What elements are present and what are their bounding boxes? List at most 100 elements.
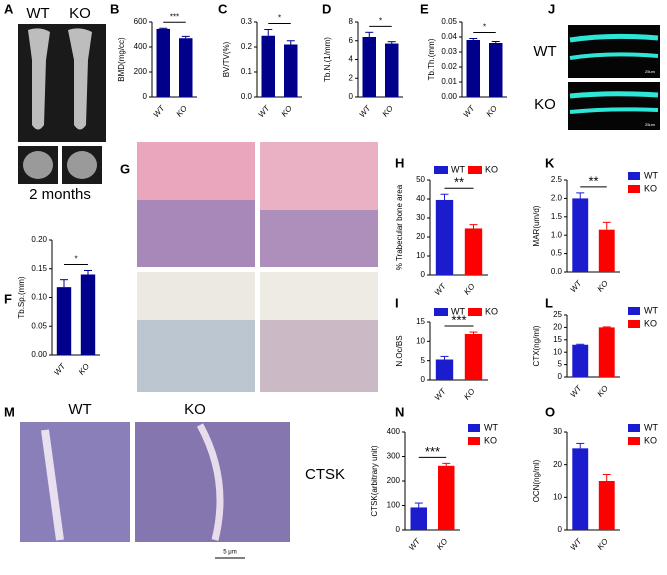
x-tick-label: WT: [407, 536, 423, 552]
y-tick-label: 0.00: [441, 92, 457, 101]
significance-label: **: [588, 173, 598, 188]
panel-letter: L: [545, 295, 553, 310]
y-tick-label: 0: [558, 525, 563, 534]
significance-label: ***: [170, 12, 179, 21]
x-tick-label: KO: [462, 282, 476, 297]
legend-label: KO: [485, 164, 498, 174]
panel-letter: B: [110, 1, 119, 16]
legend-swatch: [434, 166, 448, 174]
image-label: 2 months: [29, 186, 91, 203]
bar: [598, 481, 615, 530]
y-axis-label: CTSK(arbitrary unit): [370, 445, 379, 516]
y-tick-label: 200: [387, 476, 401, 485]
significance-label: ***: [425, 444, 440, 459]
bar: [156, 28, 170, 97]
y-tick-label: 10: [416, 251, 425, 260]
legend-label: KO: [484, 435, 497, 445]
histology-image: [137, 142, 378, 392]
bar: [56, 287, 72, 355]
image-label: KO: [69, 5, 91, 22]
histology-image: [20, 422, 290, 559]
y-tick-label: 0.05: [441, 17, 457, 26]
image-label: WT: [26, 5, 49, 22]
x-tick-label: WT: [569, 383, 585, 399]
y-tick-label: 0: [421, 375, 426, 384]
y-tick-label: 0.10: [31, 293, 47, 302]
y-tick-label: 0.5: [551, 249, 563, 258]
y-tick-label: 20: [553, 323, 562, 332]
panel-letter: G: [120, 161, 130, 176]
y-tick-label: 0.03: [441, 47, 457, 56]
legend-label: WT: [644, 305, 658, 315]
legend-swatch: [628, 172, 640, 180]
panel-letter: A: [4, 1, 14, 16]
y-tick-label: 0.20: [31, 235, 47, 244]
legend-swatch: [468, 308, 482, 316]
y-tick-label: 30: [553, 427, 562, 436]
legend-swatch: [468, 424, 480, 432]
y-tick-label: 10: [553, 492, 562, 501]
bar: [598, 229, 615, 272]
bar: [410, 507, 427, 530]
x-tick-label: WT: [569, 278, 585, 294]
y-tick-label: 0.04: [441, 32, 457, 41]
significance-label: ***: [451, 312, 466, 327]
y-tick-label: 0.05: [31, 321, 47, 330]
x-tick-label: KO: [596, 279, 610, 294]
y-tick-label: 20: [553, 460, 562, 469]
panel-letter: E: [420, 1, 429, 16]
image-label: WT: [68, 401, 91, 418]
panel-letter: F: [4, 291, 12, 306]
legend-swatch: [628, 307, 640, 315]
panel-letter: N: [395, 404, 404, 419]
panel-letter: M: [4, 404, 15, 419]
y-tick-label: 0: [349, 92, 354, 101]
y-tick-label: 2.0: [551, 194, 563, 203]
panel-letter: K: [545, 155, 555, 170]
legend-label: KO: [485, 306, 498, 316]
x-tick-label: WT: [569, 536, 585, 552]
significance-label: *: [278, 14, 281, 23]
legend-swatch: [628, 424, 640, 432]
bar: [572, 198, 589, 272]
x-tick-label: KO: [435, 537, 449, 552]
x-tick-label: WT: [358, 103, 374, 119]
x-tick-label: KO: [280, 104, 294, 119]
bar: [179, 38, 193, 97]
bar: [435, 359, 454, 380]
x-tick-label: KO: [381, 104, 395, 119]
legend-swatch: [434, 308, 448, 316]
scale-label: 25um: [645, 122, 656, 127]
bar: [466, 40, 480, 97]
significance-label: *: [74, 255, 77, 264]
y-axis-label: Tb.Th.(mm): [427, 38, 436, 80]
x-tick-label: KO: [485, 104, 499, 119]
y-tick-label: 100: [387, 501, 401, 510]
y-tick-label: 4: [349, 55, 354, 64]
y-tick-label: 0.1: [241, 67, 253, 76]
x-tick-label: KO: [596, 537, 610, 552]
y-tick-label: 0.00: [31, 350, 47, 359]
y-tick-label: 300: [387, 452, 401, 461]
legend-label: KO: [644, 183, 657, 193]
y-tick-label: 0.01: [441, 77, 457, 86]
image-label: KO: [184, 401, 206, 418]
y-tick-label: 0.0: [241, 92, 253, 101]
bar: [435, 199, 454, 275]
y-tick-label: 15: [416, 317, 425, 326]
y-tick-label: 0: [143, 92, 148, 101]
y-tick-label: 10: [553, 347, 562, 356]
x-tick-label: KO: [77, 362, 91, 377]
legend-swatch: [628, 185, 640, 193]
y-axis-label: Tb.Sp.(mm): [17, 276, 26, 319]
y-tick-label: 8: [349, 17, 354, 26]
y-tick-label: 1.0: [551, 230, 563, 239]
y-tick-label: 5: [421, 356, 426, 365]
bar: [80, 274, 96, 355]
y-tick-label: 40: [416, 194, 425, 203]
legend-label: WT: [451, 306, 465, 316]
legend-label: KO: [644, 435, 657, 445]
y-tick-label: 400: [387, 427, 401, 436]
legend-label: WT: [484, 422, 498, 432]
x-tick-label: KO: [175, 104, 189, 119]
